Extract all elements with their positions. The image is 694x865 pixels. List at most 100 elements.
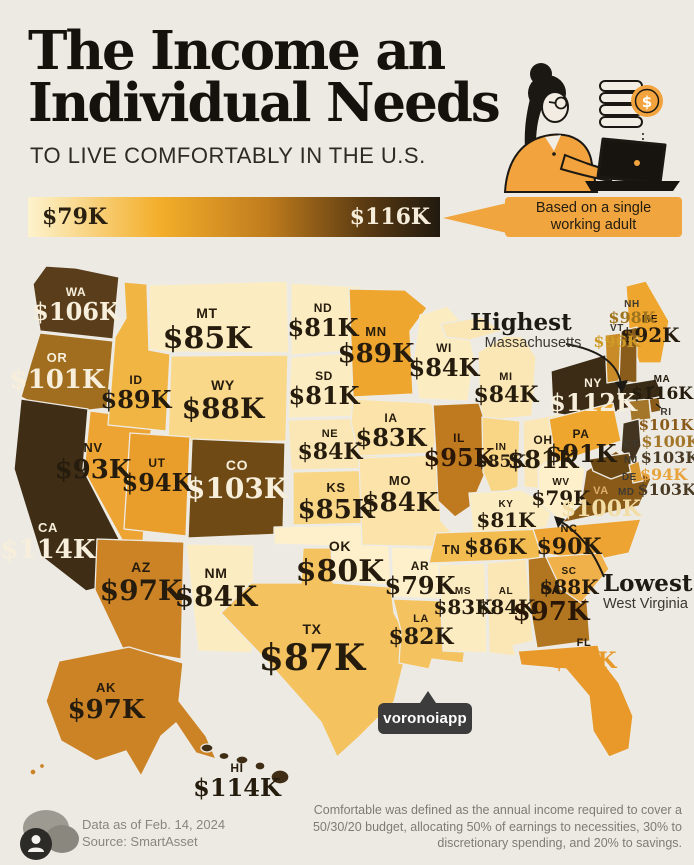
state-abbr-WI: WI	[436, 341, 452, 355]
state-AK	[45, 646, 217, 777]
state-value-NY: $112K	[549, 388, 638, 417]
state-value-IL: $95K	[424, 443, 496, 472]
state-abbr-ID: ID	[129, 373, 142, 387]
state-value-NM: $84K	[175, 580, 259, 613]
dollar-coin-ring	[634, 88, 660, 114]
lowest-annotation-title: Lowest	[603, 570, 693, 597]
state-abbr-NY: NY	[584, 376, 602, 390]
state-value-IN: $85K	[476, 452, 527, 472]
state-abbr-RI: RI	[660, 407, 671, 418]
state-label-MD: MD $103K	[618, 480, 694, 499]
state-MI-upper	[440, 316, 503, 341]
ri-leader-tick	[655, 403, 662, 409]
state-IA	[350, 398, 440, 457]
state-value-VA: $100K	[561, 496, 642, 522]
state-value-NC: $90K	[536, 534, 602, 560]
state-label-CT: CT $100K	[624, 432, 694, 451]
state-value-OK: $80K	[296, 554, 386, 589]
dollar-symbol: $	[642, 93, 652, 111]
state-value-RI: $101K	[639, 416, 694, 434]
state-abbr-MN: MN	[365, 324, 386, 339]
state-abbr-HI: HI	[230, 761, 243, 775]
footer-source: Data as of Feb. 14, 2024 Source: SmartAs…	[82, 816, 225, 850]
state-abbr-MA: MA	[654, 374, 671, 385]
state-AK-aleutian	[29, 768, 37, 776]
state-abbr-WY: WY	[211, 377, 235, 393]
callout-line2: working adult	[550, 217, 637, 233]
woman-laptop-illustration: $	[503, 63, 680, 193]
state-AK-aleutian	[38, 762, 46, 770]
state-value-ND: $81K	[288, 313, 360, 342]
state-value-WY: $88K	[182, 392, 266, 425]
laptop-base	[585, 181, 680, 191]
state-value-PA: $91K	[546, 439, 618, 468]
state-AL	[486, 558, 534, 657]
state-abbr-KS: KS	[326, 480, 345, 495]
annotations: Highest Massachusetts Lowest West Virgin…	[470, 309, 693, 612]
highest-annotation-state: Massachusetts	[485, 335, 582, 351]
state-abbr-ND: ND	[314, 301, 333, 315]
state-abbr-NH: NH	[624, 299, 640, 310]
state-value-GA: $97K	[513, 597, 591, 627]
page-title-line2: Individual Needs	[28, 71, 501, 134]
state-value-ME: $92K	[620, 323, 680, 347]
state-value-KY: $81K	[476, 508, 536, 532]
state-abbr-AR: AR	[411, 559, 430, 573]
state-value-MN: $89K	[338, 339, 416, 369]
logo-blob	[45, 825, 79, 853]
state-abbr-LA: LA	[413, 613, 429, 625]
state-value-MS: $83K	[433, 595, 493, 619]
state-abbr-WV: WV	[552, 477, 569, 488]
state-abbr-KY: KY	[498, 499, 513, 510]
state-UT	[123, 432, 191, 537]
state-value-CO: $103K	[186, 472, 290, 505]
state-value-SC: $88K	[539, 575, 599, 599]
state-value-MT: $85K	[163, 321, 253, 356]
state-value-FL: $93K	[551, 648, 617, 674]
state-value-AZ: $97K	[100, 574, 184, 607]
state-value-OH: $81K	[508, 445, 580, 474]
state-MN	[348, 288, 428, 398]
state-abbr-NE: NE	[322, 428, 338, 440]
callout-line1: Based on a single	[535, 200, 652, 216]
state-abbr-UT: UT	[148, 456, 165, 470]
annotation-arrows	[554, 343, 662, 578]
state-abbr-IA: IA	[384, 411, 397, 425]
coin-bar	[599, 116, 643, 128]
footer-date: Data as of Feb. 14, 2024	[82, 817, 226, 832]
state-HI-island	[218, 751, 230, 761]
highest-annotation-title: Highest	[470, 309, 572, 336]
lowest-annotation-state: West Virginia	[603, 596, 689, 612]
state-value-IA: $83K	[356, 423, 428, 452]
callout-pointer	[443, 203, 507, 233]
state-abbr-IL: IL	[453, 431, 465, 445]
watermark-badge[interactable]: voronoiapp	[378, 703, 472, 734]
ma-leader-tick	[646, 385, 655, 392]
state-value-KS: $85K	[298, 495, 376, 525]
state-value-ID: $89K	[101, 385, 173, 414]
state-abbr-PA: PA	[573, 427, 590, 441]
legend-gradient-bar: $79K $116K	[28, 197, 440, 237]
laptop-logo-dot	[634, 160, 640, 166]
state-abbr-ME: ME	[642, 314, 658, 325]
torso	[503, 133, 599, 193]
shirt-vneck	[545, 135, 561, 151]
state-DE	[628, 460, 644, 484]
voronoi-logo	[20, 810, 79, 860]
state-abbr-MS: MS	[455, 586, 471, 597]
state-WA	[32, 265, 120, 340]
state-value-NV: $93K	[55, 455, 133, 485]
state-abbr-MT: MT	[196, 305, 217, 321]
person-icon-body	[28, 847, 44, 852]
person-icon	[31, 835, 41, 844]
state-HI-island	[200, 743, 214, 753]
state-value-NE: $84K	[297, 439, 363, 465]
state-abbr-IN: IN	[495, 442, 506, 453]
lowest-arrow	[559, 520, 605, 578]
state-WY	[167, 354, 289, 444]
footer-methodology-note: Comfortable was defined as the annual in…	[312, 802, 682, 852]
state-abbr-NC: NC	[560, 523, 577, 535]
state-abbr-VA: VA	[593, 485, 609, 497]
state-labels: WA$106KOR$101KCA$114KNV$93KID$89KMT$85KW…	[1, 285, 694, 802]
